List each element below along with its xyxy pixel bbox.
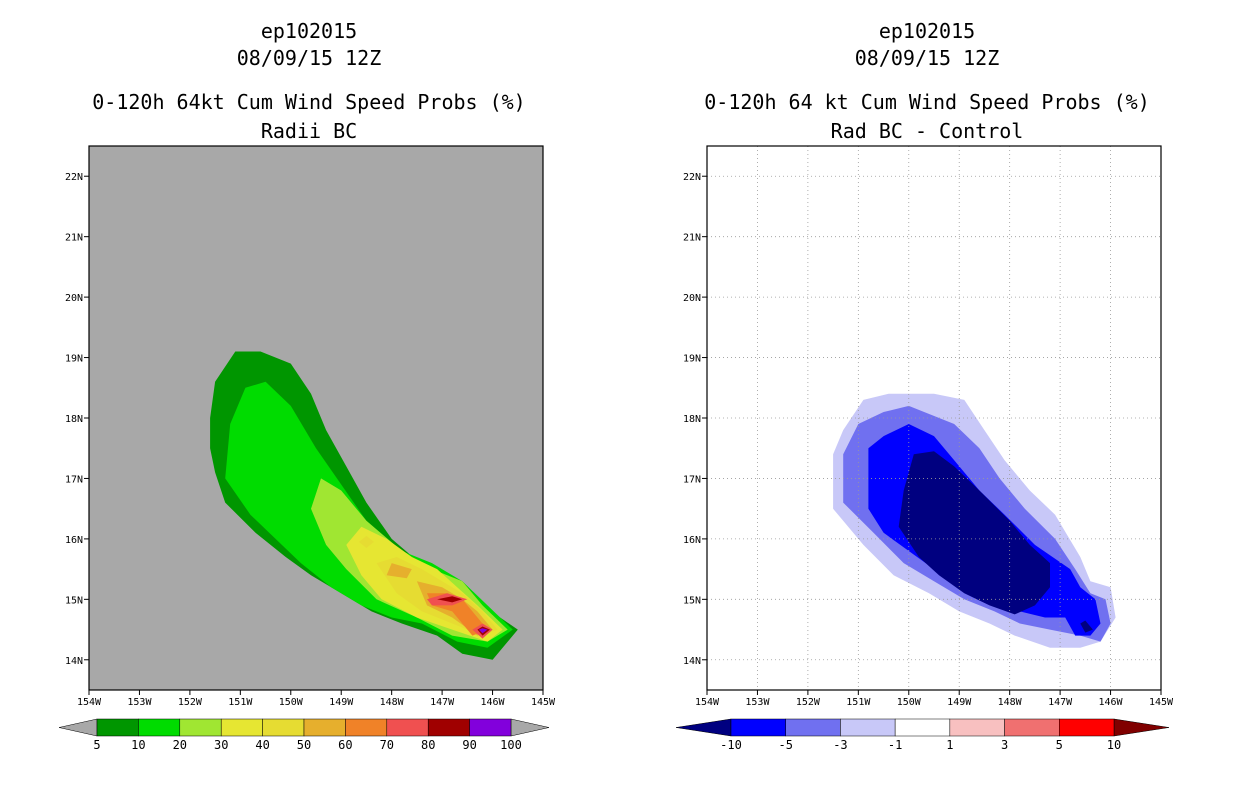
contour-region-40 (358, 535, 374, 548)
y-tick-label: 16N (683, 535, 701, 546)
y-tick-label: 14N (65, 656, 83, 667)
colorbar-label: 10 (1107, 738, 1121, 752)
colorbar-label: 10 (131, 738, 145, 752)
right-storm-id: ep102015 (878, 19, 976, 43)
colorbar-label: -3 (833, 738, 847, 752)
x-tick-label: 146W (1099, 697, 1124, 708)
colorbar-swatch (949, 718, 1005, 737)
x-tick-label: 148W (380, 697, 405, 708)
colorbar-swatch (386, 718, 429, 737)
x-tick-label: 149W (947, 697, 972, 708)
x-tick-label: 152W (796, 697, 821, 708)
x-tick-label: 151W (228, 697, 253, 708)
x-tick-label: 146W (481, 697, 506, 708)
colorbar-swatch (345, 718, 388, 737)
colorbar-swatch (179, 718, 222, 737)
colorbar-label: 20 (173, 738, 187, 752)
colorbar-label: -10 (720, 738, 742, 752)
contour-region--10 (1080, 620, 1093, 633)
colorbar-swatch (1004, 718, 1060, 737)
right-chart-subtitle: Rad BC - Control (830, 119, 1024, 143)
colorbar-label: 5 (93, 738, 100, 752)
colorbar-label: 90 (462, 738, 476, 752)
colorbar-label: 1 (946, 738, 953, 752)
colorbar-low-arrow (675, 718, 732, 737)
y-tick-label: 22N (65, 172, 83, 183)
x-tick-label: 145W (1149, 697, 1174, 708)
colorbar-swatch (1059, 718, 1115, 737)
colorbar-label: -1 (888, 738, 902, 752)
chart-panel-2: 154W 153W 152W 151W 150W 149W 148W 147W 146W 145W… (675, 145, 1174, 752)
colorbar-high-arrow (510, 718, 550, 737)
colorbar-label: 50 (297, 738, 311, 752)
right-datetime: 08/09/15 12Z (854, 46, 1000, 70)
x-tick-label: 154W (77, 697, 102, 708)
left-chart-title: 0-120h 64kt Cum Wind Speed Probs (%) (92, 90, 526, 114)
colorbar-swatch (785, 718, 841, 737)
y-tick-label: 17N (683, 474, 701, 485)
colorbar: 5 10 20 30 40 50 60 70 80 90 100 (58, 718, 550, 752)
y-tick-label: 16N (65, 535, 83, 546)
y-tick-label: 18N (65, 414, 83, 425)
contour-region-50 (386, 563, 412, 579)
x-tick-label: 150W (279, 697, 304, 708)
colorbar-label: 60 (338, 738, 352, 752)
y-tick-label: 14N (683, 656, 701, 667)
y-tick-label: 15N (683, 595, 701, 606)
y-tick-label: 15N (65, 595, 83, 606)
left-datetime: 08/09/15 12Z (236, 46, 382, 70)
x-tick-label: 149W (329, 697, 354, 708)
colorbar-swatch (730, 718, 786, 737)
colorbar-swatch (469, 718, 512, 737)
colorbar-low-arrow (58, 718, 98, 737)
colorbar-label: 100 (500, 738, 522, 752)
contour-region-90 (478, 628, 488, 634)
left-chart-subtitle: Radii BC (260, 119, 358, 143)
y-tick-label: 19N (65, 354, 83, 365)
y-tick-label: 21N (65, 233, 83, 244)
x-tick-label: 153W (127, 697, 152, 708)
x-tick-label: 147W (430, 697, 455, 708)
colorbar-label: 5 (1056, 738, 1063, 752)
colorbar-label: 80 (421, 738, 435, 752)
colorbar-label: 40 (255, 738, 269, 752)
y-tick-label: 19N (683, 354, 701, 365)
y-tick-label: 18N (683, 414, 701, 425)
colorbar-label: 70 (380, 738, 394, 752)
y-tick-label: 21N (683, 233, 701, 244)
x-tick-label: 154W (695, 697, 720, 708)
x-tick-label: 145W (531, 697, 556, 708)
x-tick-label: 148W (998, 697, 1023, 708)
chart-panel-1: 154W 153W 152W 151W 150W 149W 148W 147W 146W 145W… (58, 145, 556, 752)
y-tick-label: 22N (683, 172, 701, 183)
colorbar-label: -5 (778, 738, 792, 752)
contour-region-80 (437, 596, 463, 603)
x-tick-label: 147W (1048, 697, 1073, 708)
colorbar-label: 30 (214, 738, 228, 752)
colorbar: -10 -5 -3 -1 1 3 5 10 (675, 718, 1170, 752)
colorbar-swatch (96, 718, 139, 737)
x-tick-label: 151W (846, 697, 871, 708)
colorbar-swatch (303, 718, 346, 737)
y-tick-label: 20N (65, 293, 83, 304)
left-storm-id: ep102015 (260, 19, 358, 43)
colorbar-swatch (894, 718, 951, 737)
colorbar-high-arrow (1113, 718, 1170, 737)
colorbar-swatch (138, 718, 181, 737)
colorbar-swatch (840, 718, 896, 737)
y-tick-label: 20N (683, 293, 701, 304)
y-tick-label: 17N (65, 474, 83, 485)
colorbar-label: 3 (1001, 738, 1008, 752)
colorbar-swatch (262, 718, 305, 737)
contour-region--10 (898, 451, 1050, 615)
colorbar-swatch (220, 718, 263, 737)
x-tick-label: 152W (178, 697, 203, 708)
x-tick-label: 153W (745, 697, 770, 708)
right-chart-title: 0-120h 64 kt Cum Wind Speed Probs (%) (704, 90, 1150, 114)
colorbar-swatch (427, 718, 470, 737)
x-tick-label: 150W (897, 697, 922, 708)
